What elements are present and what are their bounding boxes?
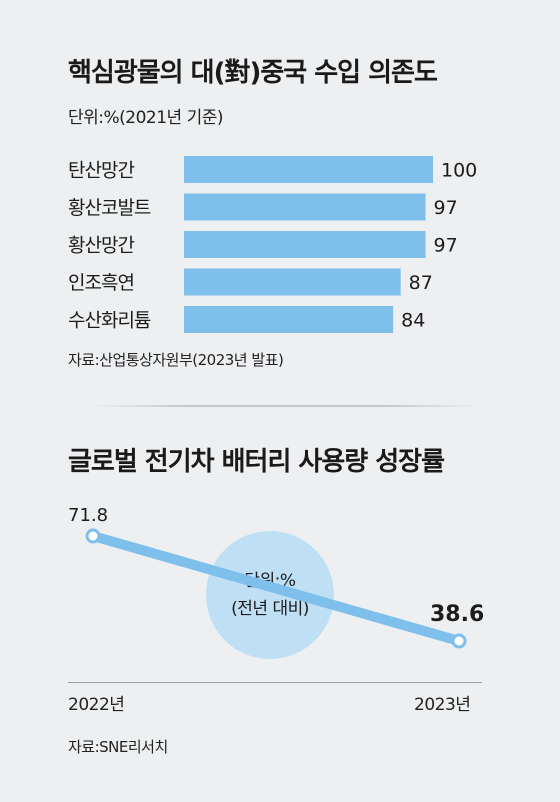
bar-value-label: 100 — [441, 160, 477, 182]
bar-chart-source: 자료:산업통상자원부(2023년 발표) — [68, 351, 284, 369]
bar-category-label: 황산코발트 — [68, 197, 151, 219]
bar-value-label: 87 — [409, 272, 433, 294]
line-chart-source: 자료:SNE리서치 — [68, 738, 168, 756]
bar — [184, 193, 426, 221]
bar-value-label: 84 — [401, 310, 425, 332]
section-divider — [90, 405, 480, 407]
bar-chart-unit: 단위:%(2021년 기준) — [68, 108, 224, 128]
bar-category-label: 탄산망간 — [68, 160, 134, 182]
line-chart-title: 글로벌 전기차 배터리 사용량 성장률 — [68, 447, 445, 477]
x-tick-label-2023: 2023년 — [414, 695, 471, 715]
line-point — [85, 528, 101, 544]
line-point — [451, 633, 467, 649]
line-chart-axis — [68, 682, 482, 683]
line-value-label-2022: 71.8 — [68, 505, 109, 526]
bar-category-label: 인조흑연 — [68, 272, 134, 294]
series-line — [88, 531, 464, 646]
x-tick-label-2022: 2022년 — [68, 695, 125, 715]
bar-chart-title: 핵심광물의 대(對)중국 수입 의존도 — [68, 58, 438, 88]
line-chart-unit-note: (전년 대비) — [231, 599, 309, 619]
bar — [184, 306, 394, 333]
bar — [184, 268, 401, 296]
bar — [184, 156, 433, 183]
bar-value-label: 97 — [434, 235, 458, 257]
bar-category-label: 황산망간 — [68, 235, 134, 257]
bar-category-label: 수산화리튬 — [68, 310, 151, 332]
line-value-label-2023: 38.6 — [430, 602, 485, 627]
bar-value-label: 97 — [434, 197, 458, 219]
bar — [184, 231, 426, 258]
